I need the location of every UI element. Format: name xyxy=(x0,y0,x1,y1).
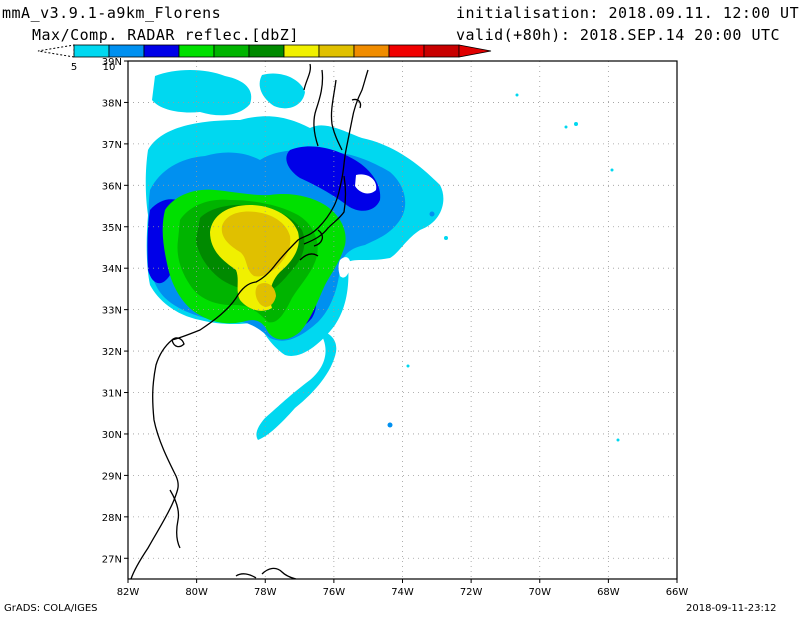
radar-deep-blue-north xyxy=(286,146,381,211)
variable-title: Max/Comp. RADAR reflec.[dbZ] xyxy=(32,26,299,44)
radar-cell xyxy=(515,93,519,97)
coastline-mainland xyxy=(130,69,369,579)
radar-cyan-outer-band xyxy=(256,330,337,440)
lon-label: 72W xyxy=(460,587,483,598)
lon-label: 82W xyxy=(117,587,140,598)
colorbar-segment xyxy=(353,44,390,58)
outer-banks xyxy=(303,175,347,245)
lat-label: 30N xyxy=(102,430,122,441)
florida-inlet xyxy=(169,489,181,549)
lon-label: 66W xyxy=(666,587,689,598)
colorbar-segment xyxy=(143,44,180,58)
lon-label: 70W xyxy=(528,587,551,598)
delaware-bay xyxy=(351,98,362,109)
radar-gap-2 xyxy=(338,257,351,278)
radar-cell xyxy=(564,125,568,129)
lon-label: 80W xyxy=(185,587,208,598)
lat-label: 27N xyxy=(102,554,122,565)
colorbar-label: 5 xyxy=(71,62,77,73)
lat-label: 35N xyxy=(102,223,122,234)
footer-credit: GrADS: COLA/IGES xyxy=(4,603,98,614)
savannah-coast-detail xyxy=(171,337,185,348)
axis-labels: 39N 38N 37N 36N 35N 34N 33N 32N 31N 30N 29N 28N 27N 8… xyxy=(102,57,689,598)
map-area: 39N 38N 37N 36N 35N 34N 33N 32N 31N 30N 29N 28N 27N 8… xyxy=(102,57,689,598)
colorbar-segment xyxy=(178,44,215,58)
lat-label: 32N xyxy=(102,347,122,358)
colorbar xyxy=(37,44,492,58)
lat-label: 29N xyxy=(102,471,122,482)
valid-time: valid(+80h): 2018.SEP.14 20:00 UTC xyxy=(456,26,781,44)
colorbar-segment xyxy=(108,44,145,58)
colorbar-segment xyxy=(37,44,75,58)
radar-cell xyxy=(610,168,614,172)
lon-label: 68W xyxy=(597,587,620,598)
colorbar-segment xyxy=(388,44,425,58)
colorbar-label: 10 xyxy=(103,62,116,73)
radar-cell xyxy=(574,122,578,126)
bahamas xyxy=(235,567,297,579)
lat-label: 28N xyxy=(102,513,122,524)
radar-cell xyxy=(406,364,410,368)
colorbar-segment xyxy=(73,44,110,58)
lat-label: 39N xyxy=(102,57,122,68)
radar-cell xyxy=(616,438,620,442)
lon-label: 76W xyxy=(323,587,346,598)
radar-cell xyxy=(429,211,435,217)
model-title: mmA_v3.9.1-a9km_Florens xyxy=(2,4,222,22)
lat-label: 33N xyxy=(102,306,122,317)
colorbar-segment xyxy=(283,44,320,58)
lat-label: 37N xyxy=(102,140,122,151)
lon-label: 78W xyxy=(254,587,277,598)
radar-cyan-north xyxy=(152,70,252,116)
radar-cell xyxy=(444,236,448,240)
radar-gap-1 xyxy=(355,174,377,194)
radar-gold-band xyxy=(255,283,276,307)
radar-cell xyxy=(387,422,393,428)
initialisation-time: initialisation: 2018.09.11. 12:00 UTC xyxy=(456,4,800,22)
lat-label: 34N xyxy=(102,264,122,275)
footer-timestamp: 2018-09-11-23:12 xyxy=(686,603,777,614)
colorbar-segment xyxy=(458,44,492,58)
colorbar-segment xyxy=(248,44,285,58)
lat-label: 31N xyxy=(102,389,122,400)
radar-gold-core xyxy=(221,211,291,277)
radar-cyan-north-east xyxy=(259,73,305,109)
pamlico-sound xyxy=(299,229,324,261)
lat-label: 38N xyxy=(102,98,122,109)
coastline xyxy=(130,63,369,579)
colorbar-segment xyxy=(213,44,250,58)
colorbar-segment xyxy=(318,44,355,58)
lon-label: 74W xyxy=(391,587,414,598)
lat-label: 36N xyxy=(102,181,122,192)
colorbar-segment xyxy=(423,44,460,58)
chesapeake-bay xyxy=(303,63,343,151)
